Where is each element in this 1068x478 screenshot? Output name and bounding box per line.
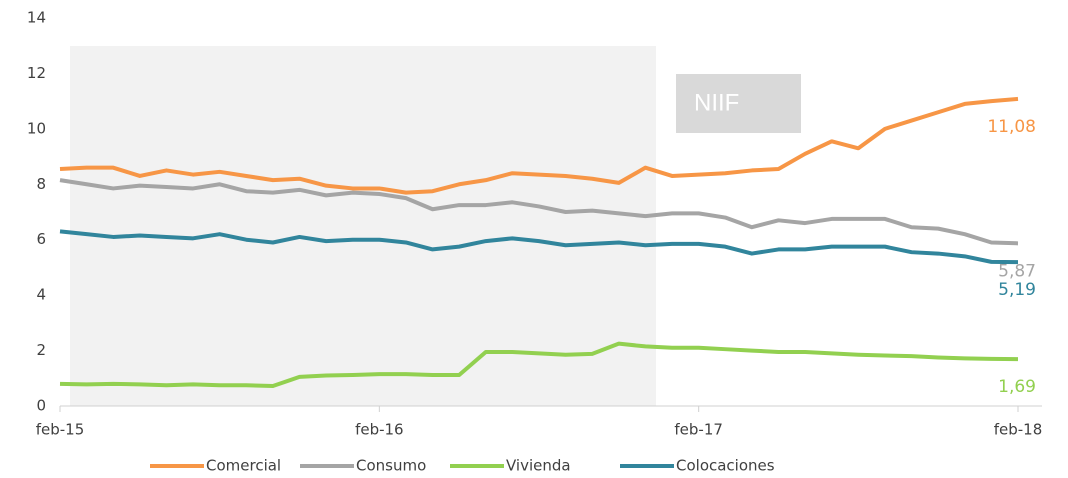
- x-tick-label: feb-15: [36, 421, 85, 439]
- legend-label: Consumo: [356, 457, 426, 475]
- annotation-box: [676, 74, 801, 133]
- line: [59, 96, 1019, 195]
- legend-label: Colocaciones: [676, 457, 775, 475]
- data-label: 5,19: [998, 280, 1036, 300]
- x-tick-label: feb-18: [994, 421, 1043, 439]
- x-tick-label: feb-16: [355, 421, 404, 439]
- data-label: 5,87: [998, 261, 1036, 281]
- line: [59, 341, 1019, 389]
- data-label: 11,08: [987, 117, 1036, 137]
- annotation: NIIF: [694, 89, 739, 116]
- shaded-period: [70, 46, 656, 406]
- y-tick-label: 2: [36, 341, 46, 359]
- data-label: 1,69: [998, 377, 1036, 397]
- y-tick-label: 14: [27, 9, 46, 27]
- legend-label: Comercial: [206, 457, 281, 475]
- line: [59, 229, 1019, 265]
- y-tick-label: 0: [36, 397, 46, 415]
- y-tick-label: 4: [36, 286, 46, 304]
- line: [59, 178, 1019, 246]
- y-tick-label: 12: [27, 64, 46, 82]
- y-tick-label: 6: [36, 230, 46, 248]
- y-tick-label: 8: [36, 175, 46, 193]
- x-tick-label: feb-17: [674, 421, 723, 439]
- legend-label: Vivienda: [506, 457, 571, 475]
- y-tick-label: 10: [27, 119, 46, 137]
